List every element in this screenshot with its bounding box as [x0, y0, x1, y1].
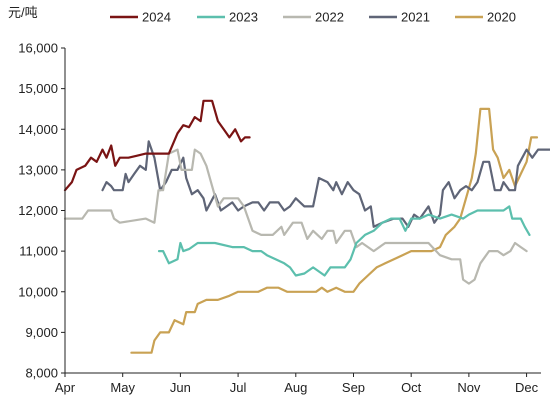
y-tick-label: 12,000	[18, 203, 58, 218]
series-line-2023	[157, 205, 531, 277]
y-tick-label: 16,000	[18, 41, 58, 56]
series-line-2022	[63, 148, 528, 285]
x-tick-label: Aug	[284, 380, 307, 395]
y-tick-label: 9,000	[25, 325, 58, 340]
legend-label-2023: 2023	[229, 10, 258, 25]
y-tick-label: 13,000	[18, 162, 58, 177]
x-tick-label: Sep	[342, 380, 365, 395]
y-axis-unit-label: 元/吨	[8, 5, 38, 20]
legend-label-2021: 2021	[401, 10, 430, 25]
series-line-2020	[130, 107, 539, 354]
x-tick-label: May	[110, 380, 135, 395]
x-tick-label: Jun	[170, 380, 191, 395]
legend-label-2024: 2024	[142, 10, 171, 25]
legend-label-2020: 2020	[487, 10, 516, 25]
legend: 2024 2023 2022 2021 2020	[110, 10, 516, 25]
x-tick-label: Oct	[401, 380, 422, 395]
x-tick-label: Apr	[55, 380, 76, 395]
series-layer	[63, 99, 550, 354]
x-tick-label: Nov	[457, 380, 481, 395]
y-tick-label: 8,000	[25, 366, 58, 381]
y-tick-label: 11,000	[19, 244, 58, 259]
series-line-2024	[63, 99, 251, 192]
y-tick-label: 14,000	[18, 122, 58, 137]
y-tick-label: 15,000	[18, 81, 58, 96]
x-tick-label: Jul	[230, 380, 247, 395]
x-tick-label: Dec	[515, 380, 539, 395]
x-tick-labels: Apr May Jun Jul Aug Sep Oct Nov Dec	[55, 373, 539, 395]
legend-label-2022: 2022	[315, 10, 344, 25]
axes	[64, 48, 541, 374]
y-tick-label: 10,000	[18, 284, 58, 299]
y-tick-labels: 8,000 9,000 10,000 11,000 12,000 13,000 14,000…	[18, 41, 65, 381]
